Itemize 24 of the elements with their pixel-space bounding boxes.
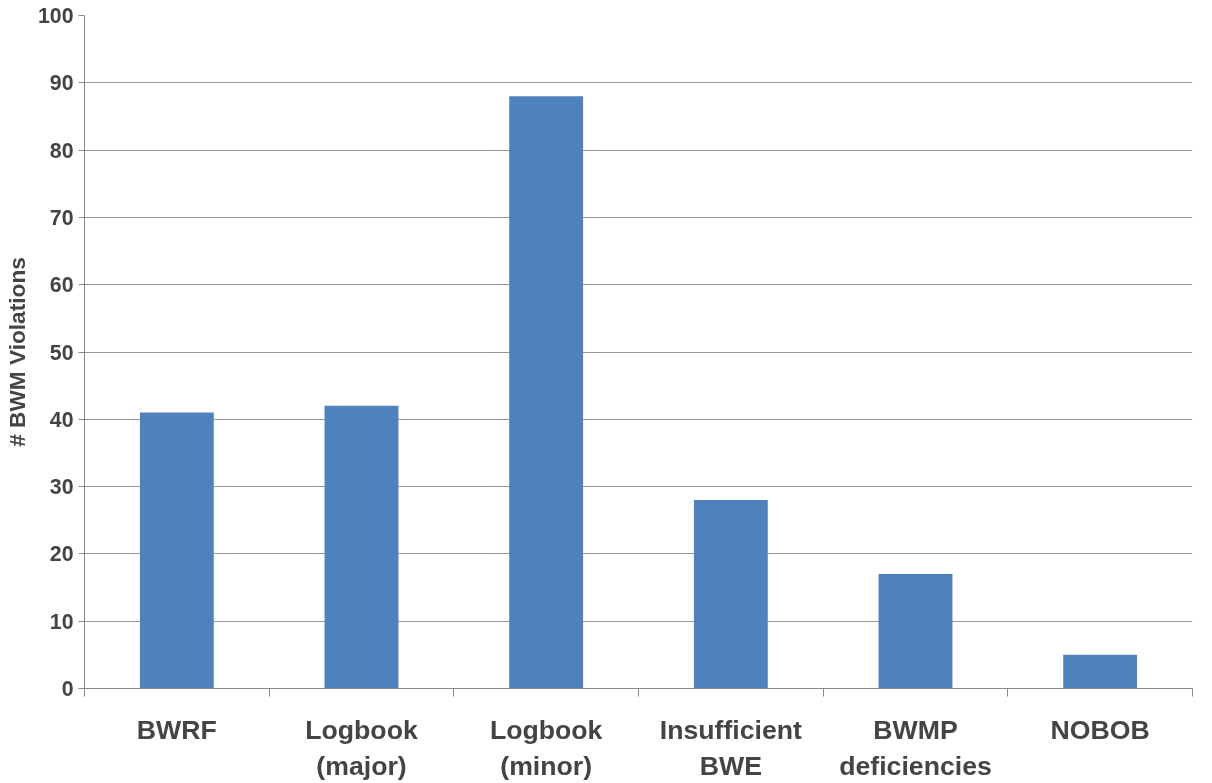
x-tick-label: NOBOB bbox=[1050, 714, 1150, 745]
x-tick-label: BWRF bbox=[136, 714, 217, 745]
y-tick-label: 10 bbox=[49, 609, 74, 634]
y-tick-label: 100 bbox=[37, 4, 74, 28]
y-tick-label: 50 bbox=[49, 340, 74, 365]
y-tick-label: 70 bbox=[49, 205, 74, 230]
y-tick-label: 40 bbox=[49, 407, 74, 432]
bar bbox=[693, 500, 768, 689]
y-tick-label: 60 bbox=[49, 273, 74, 298]
y-tick-label: 20 bbox=[49, 542, 74, 567]
bar bbox=[324, 405, 399, 689]
y-tick-label: 80 bbox=[49, 138, 74, 163]
x-tick-label: Logbook (minor) bbox=[489, 714, 603, 781]
bar bbox=[878, 574, 953, 689]
y-axis-title: # BWM Violations bbox=[3, 257, 30, 447]
y-tick-label: 0 bbox=[61, 677, 74, 701]
y-tick-label: 30 bbox=[49, 475, 74, 500]
x-tick-label: Insufficient BWE bbox=[659, 714, 803, 781]
y-tick-label: 90 bbox=[49, 71, 74, 96]
bar bbox=[139, 412, 214, 689]
x-tick-label: Logbook (major) bbox=[305, 714, 418, 781]
x-tick-label: BWMP deficiencies bbox=[839, 714, 992, 781]
bar bbox=[509, 96, 584, 689]
bar bbox=[1063, 654, 1138, 689]
